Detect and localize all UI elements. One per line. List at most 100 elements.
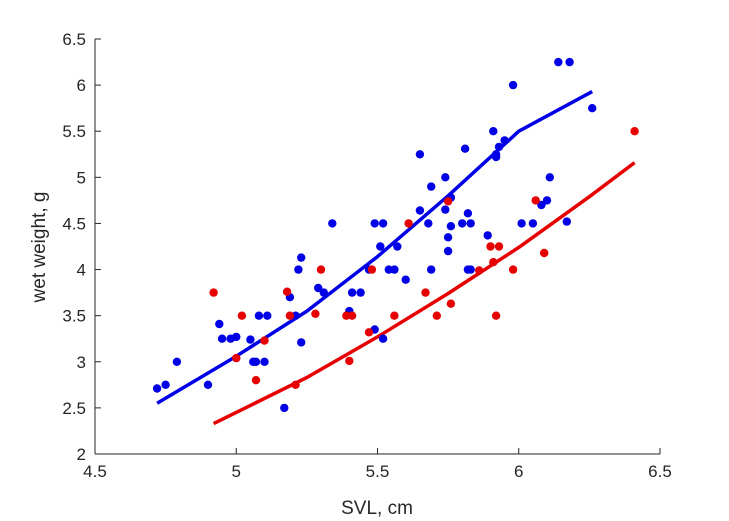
y-tick-label: 4 bbox=[77, 261, 86, 280]
data-point-series-1 bbox=[508, 80, 518, 90]
data-point-series-1 bbox=[542, 196, 552, 205]
data-point-series-1 bbox=[463, 209, 473, 218]
y-tick-label: 2 bbox=[77, 445, 86, 464]
y-tick-label: 6.5 bbox=[62, 30, 86, 49]
data-point-series-2 bbox=[345, 356, 354, 366]
data-point-series-2 bbox=[209, 288, 218, 297]
data-point-series-1 bbox=[280, 403, 289, 413]
data-point-series-2 bbox=[475, 266, 484, 275]
data-point-series-1 bbox=[554, 57, 563, 67]
data-point-series-2 bbox=[443, 197, 453, 206]
data-point-series-1 bbox=[588, 104, 597, 113]
y-tick-label: 6 bbox=[77, 76, 86, 95]
data-point-series-2 bbox=[494, 242, 504, 251]
data-point-series-1 bbox=[424, 219, 433, 228]
x-tick-label: 6.5 bbox=[648, 462, 672, 481]
y-tick-label: 4.5 bbox=[62, 214, 86, 233]
data-point-series-2 bbox=[489, 258, 498, 267]
data-point-series-1 bbox=[494, 142, 504, 152]
data-point-series-2 bbox=[486, 242, 495, 251]
x-axis-ticks: 4.5 5 5.5 6 6.5 bbox=[83, 448, 672, 481]
data-point-series-1 bbox=[172, 357, 182, 366]
data-point-series-1 bbox=[466, 265, 475, 274]
x-tick-label: 5 bbox=[232, 462, 241, 481]
data-point-series-1 bbox=[390, 265, 399, 274]
data-point-series-1 bbox=[370, 219, 379, 228]
data-point-series-2 bbox=[347, 311, 357, 320]
data-point-series-1 bbox=[260, 357, 269, 366]
data-point-series-2 bbox=[432, 311, 441, 320]
y-tick-label: 2.5 bbox=[62, 399, 86, 418]
data-point-series-1 bbox=[294, 265, 303, 274]
y-tick-label: 3.5 bbox=[62, 307, 86, 326]
data-point-series-1 bbox=[246, 335, 255, 344]
data-point-series-2 bbox=[390, 311, 399, 320]
data-point-series-1 bbox=[537, 200, 546, 210]
data-point-series-1 bbox=[528, 219, 538, 228]
data-point-series-1 bbox=[251, 357, 261, 366]
data-point-series-1 bbox=[401, 275, 410, 284]
data-point-series-1 bbox=[161, 380, 170, 389]
data-point-series-1 bbox=[443, 233, 453, 242]
data-point-series-2 bbox=[404, 219, 413, 228]
data-point-series-2 bbox=[285, 311, 295, 320]
fit-curve-series-2 bbox=[212, 161, 636, 426]
data-point-series-1 bbox=[427, 182, 436, 191]
data-point-series-1 bbox=[263, 311, 272, 320]
data-point-series-2 bbox=[282, 287, 292, 296]
data-point-series-1 bbox=[319, 288, 328, 297]
data-point-series-1 bbox=[314, 283, 323, 293]
data-point-series-2 bbox=[316, 265, 326, 274]
data-point-series-2 bbox=[291, 380, 300, 389]
data-point-series-1 bbox=[232, 332, 241, 342]
data-point-series-2 bbox=[232, 353, 241, 363]
data-point-series-1 bbox=[483, 231, 492, 240]
data-point-series-1 bbox=[297, 338, 306, 347]
data-point-series-2 bbox=[260, 336, 269, 345]
data-point-series-1 bbox=[491, 152, 501, 162]
data-point-series-1 bbox=[489, 127, 498, 136]
data-point-series-1 bbox=[441, 173, 450, 182]
data-point-series-1 bbox=[466, 219, 475, 228]
fit-curves bbox=[156, 90, 636, 426]
data-point-series-1 bbox=[215, 319, 224, 329]
x-axis-label: SVL, cm bbox=[341, 498, 413, 519]
data-point-series-2 bbox=[311, 309, 320, 318]
x-tick-label: 4.5 bbox=[83, 462, 107, 481]
x-tick-label: 5.5 bbox=[366, 462, 390, 481]
y-axis-label: wet weight, g bbox=[29, 192, 50, 304]
x-tick-label: 6 bbox=[514, 462, 523, 481]
data-point-series-1 bbox=[393, 242, 402, 251]
data-point-series-1 bbox=[415, 150, 425, 159]
data-point-series-1 bbox=[217, 334, 227, 343]
data-point-series-2 bbox=[491, 311, 501, 320]
data-point-series-1 bbox=[562, 217, 571, 226]
data-point-series-2 bbox=[630, 127, 639, 136]
data-point-series-1 bbox=[378, 219, 388, 228]
data-point-series-2 bbox=[364, 328, 374, 337]
data-point-series-1 bbox=[203, 380, 213, 389]
data-point-series-1 bbox=[152, 384, 162, 393]
data-point-series-1 bbox=[443, 246, 453, 256]
data-point-series-1 bbox=[356, 288, 365, 297]
data-point-series-2 bbox=[367, 265, 377, 274]
data-point-series-2 bbox=[251, 376, 261, 385]
fit-curve-series-1 bbox=[156, 90, 594, 405]
data-point-series-2 bbox=[508, 265, 518, 274]
data-point-series-1 bbox=[254, 311, 264, 320]
data-point-series-1 bbox=[297, 253, 306, 262]
data-point-series-1 bbox=[441, 205, 450, 214]
data-point-series-2 bbox=[446, 299, 456, 308]
data-point-series-2 bbox=[540, 248, 549, 258]
data-point-series-1 bbox=[427, 265, 436, 274]
data-point-series-2 bbox=[237, 311, 247, 320]
data-point-series-1 bbox=[328, 219, 337, 228]
data-point-series-1 bbox=[415, 206, 425, 215]
data-point-series-1 bbox=[565, 57, 574, 67]
data-point-series-1 bbox=[545, 173, 554, 182]
data-point-series-2 bbox=[421, 288, 430, 297]
data-point-series-1 bbox=[458, 219, 467, 228]
data-point-series-1 bbox=[500, 136, 509, 145]
y-axis-ticks: 2 2.5 3 3.5 4 4.5 5 5.5 6 6.5 bbox=[62, 30, 101, 464]
